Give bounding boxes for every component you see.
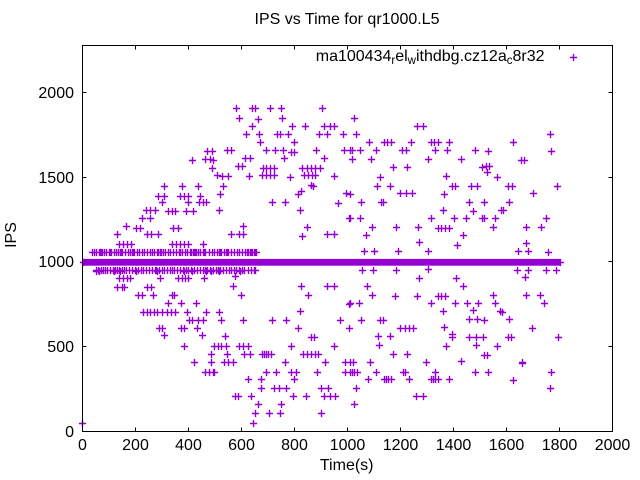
svg-text:1400: 1400	[436, 437, 472, 454]
svg-text:1000: 1000	[330, 437, 366, 454]
svg-text:IPS: IPS	[3, 222, 20, 248]
svg-text:500: 500	[47, 339, 74, 356]
svg-text:1500: 1500	[38, 170, 74, 187]
svg-text:1200: 1200	[383, 437, 419, 454]
svg-text:2000: 2000	[38, 85, 74, 102]
svg-text:Time(s): Time(s)	[320, 457, 374, 474]
svg-text:1000: 1000	[38, 254, 74, 271]
svg-text:ma100434relwithdbg.cz12ac8r32: ma100434relwithdbg.cz12ac8r32	[316, 48, 545, 67]
svg-text:200: 200	[122, 437, 149, 454]
svg-text:2000: 2000	[595, 437, 631, 454]
svg-text:400: 400	[175, 437, 202, 454]
svg-text:0: 0	[65, 424, 74, 441]
svg-text:0: 0	[78, 437, 87, 454]
svg-text:IPS vs Time for qr1000.L5: IPS vs Time for qr1000.L5	[255, 11, 440, 28]
svg-text:800: 800	[281, 437, 308, 454]
svg-text:1800: 1800	[542, 437, 578, 454]
svg-text:600: 600	[228, 437, 255, 454]
svg-text:1600: 1600	[489, 437, 525, 454]
